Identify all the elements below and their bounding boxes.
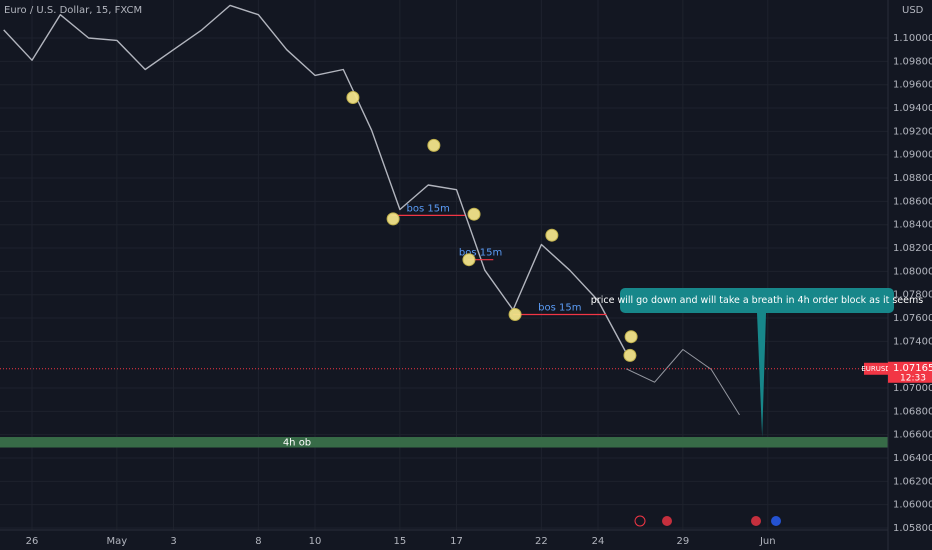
y-tick-label: 1.08600 xyxy=(893,196,932,207)
y-tick-label: 1.09600 xyxy=(893,80,932,91)
y-tick-label: 1.07800 xyxy=(893,290,932,301)
event-icon[interactable] xyxy=(751,516,761,526)
event-icon[interactable] xyxy=(634,515,646,527)
currency-label: USD xyxy=(902,5,924,16)
y-tick-label: 1.06000 xyxy=(893,500,932,511)
y-tick-label: 1.09200 xyxy=(893,126,932,137)
y-tick-label: 1.10000 xyxy=(893,33,932,44)
y-tick-label: 1.08000 xyxy=(893,266,932,277)
y-tick-label: 1.06800 xyxy=(893,406,932,417)
swing-marker xyxy=(346,91,360,105)
y-tick-label: 1.07400 xyxy=(893,336,932,347)
swing-marker xyxy=(508,308,522,322)
x-tick-label: 8 xyxy=(255,536,261,547)
swing-marker xyxy=(427,138,441,152)
event-icons xyxy=(634,515,781,527)
plot-area: 4h ob bos 15m bos 15m bos 15m xyxy=(0,4,888,448)
y-tick-label: 1.09800 xyxy=(893,56,932,67)
event-icon[interactable] xyxy=(771,516,781,526)
x-tick-label: 17 xyxy=(450,536,463,547)
price-tag xyxy=(888,361,932,383)
swing-marker xyxy=(386,212,400,226)
x-tick-label: May xyxy=(107,536,128,547)
swing-marker xyxy=(462,253,476,267)
price-tag-value: 1.07165 xyxy=(893,363,932,374)
swing-marker xyxy=(624,330,638,344)
zone-label: 4h ob xyxy=(283,437,311,448)
callout-pointer xyxy=(757,313,766,438)
y-tick-label: 1.05800 xyxy=(893,523,932,534)
y-tick-label: 1.06200 xyxy=(893,476,932,487)
y-tick-label: 1.09400 xyxy=(893,103,932,114)
y-tick-label: 1.07600 xyxy=(893,313,932,324)
order-block-zone xyxy=(0,437,888,448)
bos-label: bos 15m xyxy=(538,303,581,314)
x-tick-label: 3 xyxy=(170,536,176,547)
y-tick-label: 1.08800 xyxy=(893,173,932,184)
x-tick-label: Jun xyxy=(759,536,776,547)
y-tick-label: 1.08400 xyxy=(893,220,932,231)
symbol-tag xyxy=(864,362,888,375)
y-tick-label: 1.09000 xyxy=(893,150,932,161)
x-tick-label: 29 xyxy=(677,536,690,547)
y-tick-label: 1.08200 xyxy=(893,243,932,254)
swing-marker xyxy=(623,348,637,362)
x-tick-label: 22 xyxy=(535,536,548,547)
callout-text: price will go down and will take a breat… xyxy=(591,295,923,306)
event-icon[interactable] xyxy=(662,516,672,526)
bos-label: bos 15m xyxy=(407,203,450,214)
price-line xyxy=(626,349,740,416)
x-tick-label: 10 xyxy=(309,536,322,547)
chart-title: Euro / U.S. Dollar, 15, FXCM xyxy=(4,5,142,16)
swing-marker xyxy=(467,207,481,221)
x-tick-label: 26 xyxy=(26,536,39,547)
axes: 1.10000 1.09800 1.09600 1.09400 1.09200 1.090… xyxy=(26,33,932,547)
price-tag-countdown: 12:33 xyxy=(900,373,926,383)
x-tick-label: 15 xyxy=(394,536,407,547)
bos-label: bos 15m xyxy=(459,248,502,259)
x-tick-label: 24 xyxy=(592,536,605,547)
callout-box xyxy=(620,288,894,313)
price-line xyxy=(3,4,627,354)
y-tick-label: 1.06600 xyxy=(893,430,932,441)
symbol-label: EURUSD xyxy=(861,365,890,373)
y-tick-label: 1.07000 xyxy=(893,383,932,394)
swing-marker xyxy=(545,228,559,242)
y-tick-label: 1.06400 xyxy=(893,453,932,464)
